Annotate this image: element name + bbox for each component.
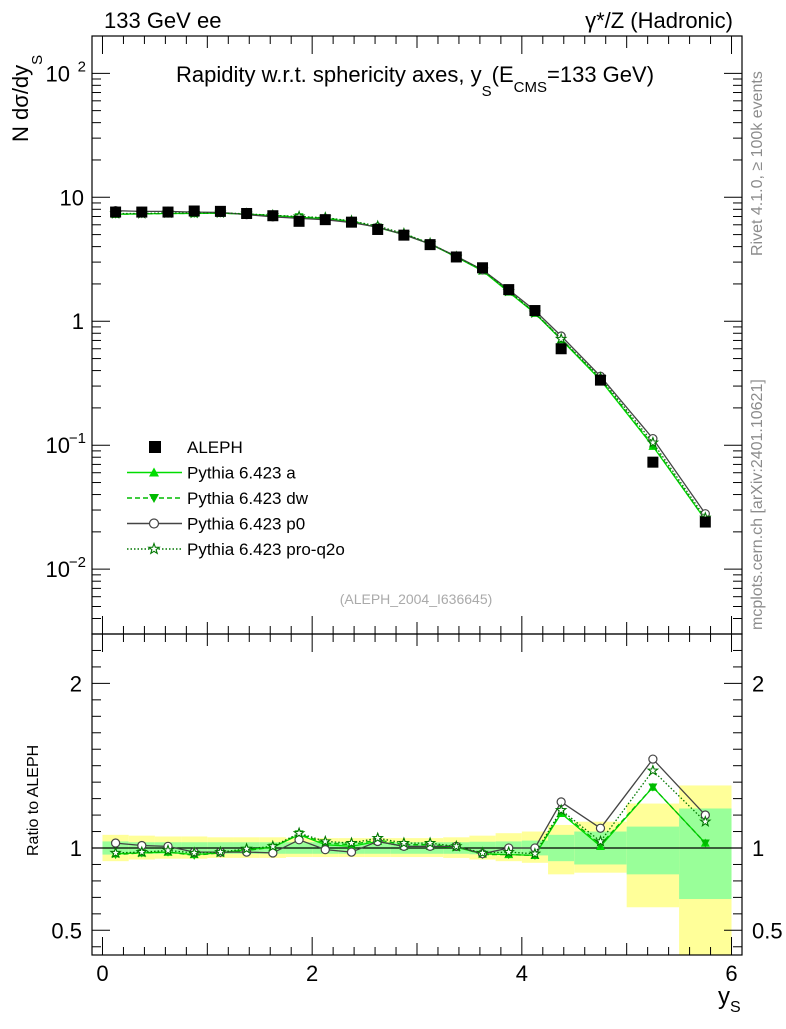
legend-marker-dw [149,494,159,503]
aleph-point [398,229,410,241]
aleph-point [345,216,357,228]
ratio-y-label: Ratio to ALEPH [25,745,42,856]
ratio-point-p0 [110,838,121,848]
aleph-point [293,215,305,227]
aleph-point [699,516,711,528]
aleph-point [214,205,226,217]
ratio-point-q2o [109,846,122,859]
ratio-point-q2o [502,845,515,858]
legend: ALEPH Pythia 6.423 a Pythia 6.423 dw Pythia… [127,438,345,559]
ratio-point-q2o [371,831,384,844]
ratio-point-q2o [319,834,332,847]
rivet-label: Rivet 4.1.0, ≥ 100k events [749,71,766,256]
ratio-point-q2o [240,842,253,855]
ratio-point-q2o [187,846,201,859]
x-tick-label: 0 [96,961,108,986]
header-left: 133 GeV ee [104,8,221,33]
legend-marker-a [149,467,159,477]
legend-marker-q2o [147,541,161,555]
ratio-y-tick-label: 2 [70,671,82,696]
aleph-point [477,262,489,274]
x-axis-label: yS [718,983,741,1016]
legend-label: Pythia 6.423 dw [187,489,309,508]
main-point-q2o [554,332,568,345]
ratio-point-q2o [554,803,568,816]
ratio-y-tick-label: 0.5 [51,918,82,943]
ratio-point-p0 [648,754,658,764]
y-tick-label: 1 [72,309,84,334]
y-tick-label: 10 [46,433,70,458]
ratio-point-p0 [595,823,606,833]
aleph-point [594,374,606,386]
aleph-point [188,205,200,217]
ratio-line-q2o [115,769,706,855]
aleph-point [267,210,279,222]
ratio-point-p0 [320,844,330,855]
legend-label: Pythia 6.423 pro-q2o [187,540,345,559]
watermark: (ALEPH_2004_I636645) [340,591,493,607]
band-stat [626,826,680,875]
ratio-point-q2o [292,826,306,839]
ratio-point-dw [700,839,710,848]
x-tick-label: 2 [306,961,318,986]
y-tick-label-exp: −1 [69,430,86,447]
aleph-point [319,214,331,226]
aleph-point [136,206,148,218]
y-tick-label-exp: 2 [78,58,86,75]
ratio-point-q2o [699,815,712,828]
ratio-y-tick-label-right: 2 [752,671,764,696]
ratio-point-q2o [528,847,542,860]
aleph-point [450,251,462,263]
mcplots-label: mcplots.cern.ch [arXiv:2401.10621] [749,379,766,630]
legend-label: Pythia 6.423 a [187,464,296,483]
legend-marker-p0 [148,518,160,529]
y-tick-label: 10 [46,557,70,582]
legend-label: ALEPH [187,438,243,457]
aleph-point [110,206,122,218]
ratio-point-q2o [214,845,227,858]
main-point-q2o [646,435,660,448]
ratio-point-p0 [346,847,357,857]
ratio-point-q2o [397,836,411,849]
ratio-point-q2o [594,834,607,847]
y-tick-label-exp: −2 [69,554,86,571]
ratio-point-q2o [135,845,149,858]
header-right: γ*/Z (Hadronic) [585,8,733,33]
ratio-y-tick-label-right: 1 [752,836,764,861]
aleph-point [372,223,384,235]
ratio-point-q2o [266,839,280,852]
aleph-point [529,305,541,317]
ratio-point-q2o [423,836,437,849]
aleph-point [647,456,659,468]
ratio-point-q2o [476,846,489,859]
legend-label: Pythia 6.423 p0 [187,515,305,534]
aleph-point [503,284,515,296]
ratio-point-q2o [646,764,660,776]
main-title: Rapidity w.r.t. sphericity axes, yS(ECMS… [176,62,654,100]
ratio-point-q2o [161,843,175,856]
x-tick-label: 6 [725,961,737,986]
ratio-y-tick-label: 1 [70,836,82,861]
main-y-label: N dσ/dyS [8,55,46,142]
aleph-point [162,206,174,218]
aleph-point [424,239,436,251]
aleph-point [241,207,253,219]
y-tick-label: 10 [60,185,84,210]
ratio-y-tick-label-right: 0.5 [752,918,783,943]
ratio-point-q2o [345,836,358,849]
ratio-point-q2o [450,839,463,852]
ratio-point-dw [648,783,658,792]
y-tick-label: 10 [46,61,70,86]
legend-marker-aleph [149,441,161,453]
x-tick-label: 4 [516,961,528,986]
aleph-point [555,343,567,355]
